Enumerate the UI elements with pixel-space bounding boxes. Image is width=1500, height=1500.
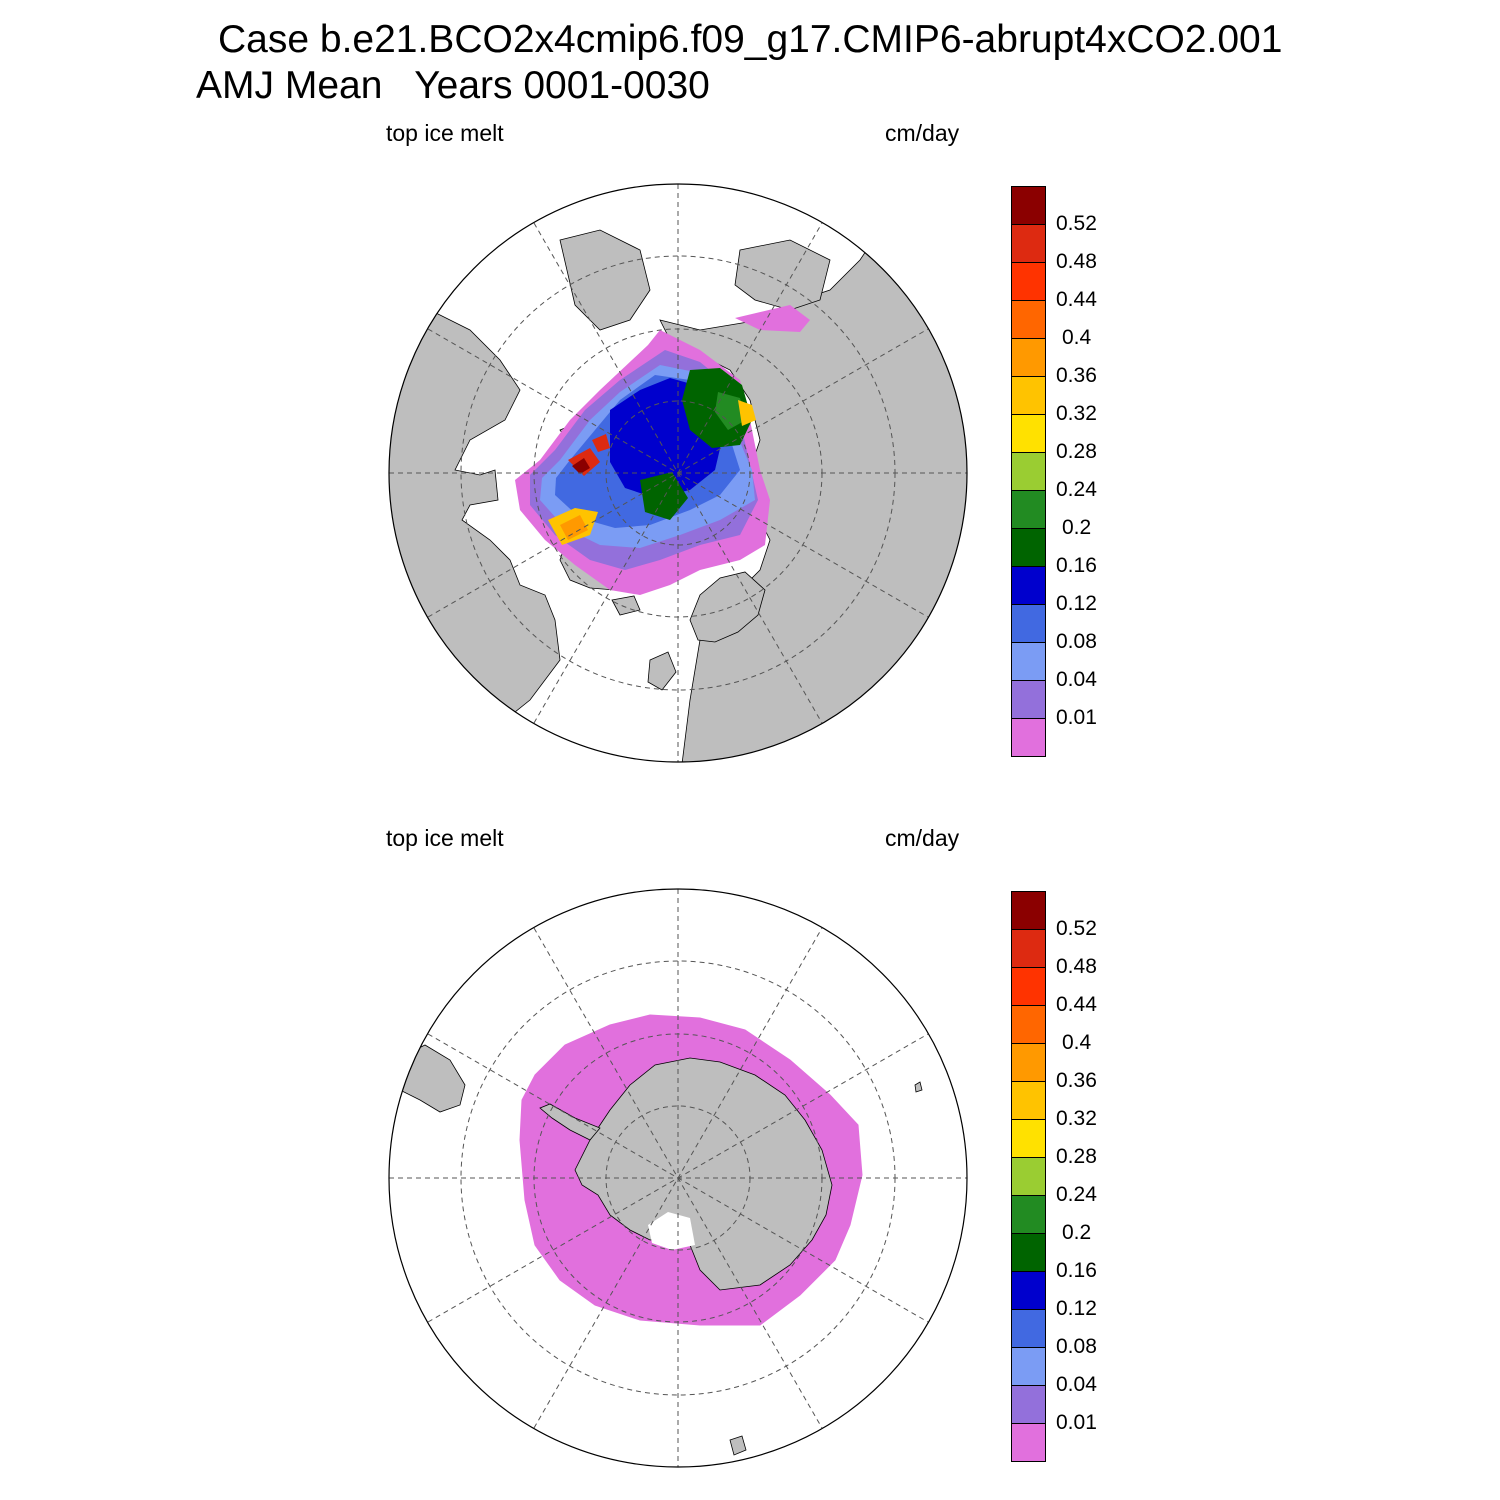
colorbar-swatch	[1011, 1005, 1046, 1044]
colorbar-tick-label: 0.2	[1062, 516, 1092, 539]
colorbar-swatch	[1011, 642, 1046, 681]
colorbar-tick-label: 0.28	[1056, 440, 1097, 463]
colorbar-swatch	[1011, 718, 1046, 757]
colorbar-tick-label: 0.36	[1056, 1069, 1097, 1092]
colorbar-swatch	[1011, 891, 1046, 930]
colorbar-tick-label: 0.44	[1056, 288, 1097, 311]
colorbar-swatch	[1011, 566, 1046, 605]
colorbar-tick-label: 0.48	[1056, 955, 1097, 978]
sh-land-antarctica	[574, 1057, 833, 1291]
nh-units-label: cm/day	[885, 120, 960, 146]
colorbar-swatch	[1011, 1233, 1046, 1272]
colorbar-tick-label: 0.4	[1062, 1031, 1092, 1054]
nh-land-chukotka	[734, 239, 831, 311]
colorbar-tick-label: 0.2	[1062, 1221, 1092, 1244]
colorbar-tick-label: 0.01	[1056, 1411, 1097, 1434]
nh-map	[388, 183, 968, 763]
colorbar-swatch	[1011, 452, 1046, 491]
colorbar-tick-label: 0.52	[1056, 917, 1097, 940]
sh-variable-label: top ice melt	[386, 825, 504, 851]
colorbar-swatch	[1011, 1119, 1046, 1158]
colorbar-swatch	[1011, 186, 1046, 225]
colorbar-tick-label: 0.32	[1056, 402, 1097, 425]
colorbar-swatch	[1011, 1081, 1046, 1120]
colorbar-tick-label: 0.01	[1056, 706, 1097, 729]
colorbar-swatch	[1011, 338, 1046, 377]
colorbar-tick-label: 0.28	[1056, 1145, 1097, 1168]
nh-land-uk-iceland	[611, 595, 677, 691]
nh-land-scandinavia	[689, 571, 766, 643]
colorbar-swatch	[1011, 376, 1046, 415]
colorbar-tick-label: 0.52	[1056, 212, 1097, 235]
nh-variable-label: top ice melt	[386, 120, 504, 146]
colorbar-tick-label: 0.32	[1056, 1107, 1097, 1130]
colorbar-tick-label: 0.04	[1056, 1373, 1097, 1396]
colorbar-swatch	[1011, 604, 1046, 643]
sh-units-label: cm/day	[885, 825, 960, 851]
nh-map-border	[388, 183, 968, 763]
colorbar-tick-label: 0.4	[1062, 326, 1092, 349]
colorbar-swatch	[1011, 262, 1046, 301]
sh-graticule	[389, 889, 967, 1467]
colorbar-swatch	[1011, 490, 1046, 529]
figure-subtitle: AMJ Mean Years 0001-0030	[196, 64, 710, 107]
colorbar-tick-label: 0.12	[1056, 1297, 1097, 1320]
nh-ice-orange	[560, 515, 588, 540]
colorbar-swatch	[1011, 1195, 1046, 1234]
colorbar-swatch	[1011, 1347, 1046, 1386]
colorbar-swatch	[1011, 528, 1046, 567]
sh-land-islands	[729, 1081, 923, 1456]
nh-ice-dark-red	[572, 458, 590, 474]
nh-colorbar: 0.01 0.04 0.08 0.12 0.16 0.2 0.24 0.28 0.32 0.36 0…	[1011, 186, 1097, 757]
colorbar-swatch	[1011, 1271, 1046, 1310]
colorbar-tick-label: 0.16	[1056, 1259, 1097, 1282]
colorbar-swatch	[1011, 224, 1046, 263]
colorbar-tick-label: 0.08	[1056, 630, 1097, 653]
colorbar-swatch	[1011, 1043, 1046, 1082]
colorbar-tick-label: 0.36	[1056, 364, 1097, 387]
sh-map-border	[388, 888, 968, 1468]
sh-colorbar: 0.01 0.04 0.08 0.12 0.16 0.2 0.24 0.28 0.32 0.36 0…	[1011, 891, 1097, 1462]
colorbar-tick-label: 0.24	[1056, 478, 1097, 501]
nh-land-alaska	[559, 229, 651, 331]
nh-graticule	[389, 184, 967, 762]
sh-land-antarctic-peninsula	[539, 1103, 601, 1141]
colorbar-swatch	[1011, 1309, 1046, 1348]
figure-title: Case b.e21.BCO2x4cmip6.f09_g17.CMIP6-abr…	[218, 18, 1283, 61]
colorbar-swatch	[1011, 300, 1046, 339]
colorbar-tick-label: 0.04	[1056, 668, 1097, 691]
colorbar-tick-label: 0.48	[1056, 250, 1097, 273]
colorbar-tick-label: 0.12	[1056, 592, 1097, 615]
colorbar-tick-label: 0.44	[1056, 993, 1097, 1016]
nh-ice-pink-okhotsk	[735, 305, 810, 332]
sh-ross-shelf	[648, 1212, 695, 1250]
colorbar-swatch	[1011, 680, 1046, 719]
colorbar-swatch	[1011, 414, 1046, 453]
colorbar-swatch	[1011, 1157, 1046, 1196]
colorbar-swatch	[1011, 1423, 1046, 1462]
colorbar-swatch	[1011, 929, 1046, 968]
colorbar-tick-label: 0.24	[1056, 1183, 1097, 1206]
colorbar-swatch	[1011, 1385, 1046, 1424]
colorbar-tick-label: 0.08	[1056, 1335, 1097, 1358]
colorbar-tick-label: 0.16	[1056, 554, 1097, 577]
sh-map	[388, 888, 968, 1468]
colorbar-swatch	[1011, 967, 1046, 1006]
